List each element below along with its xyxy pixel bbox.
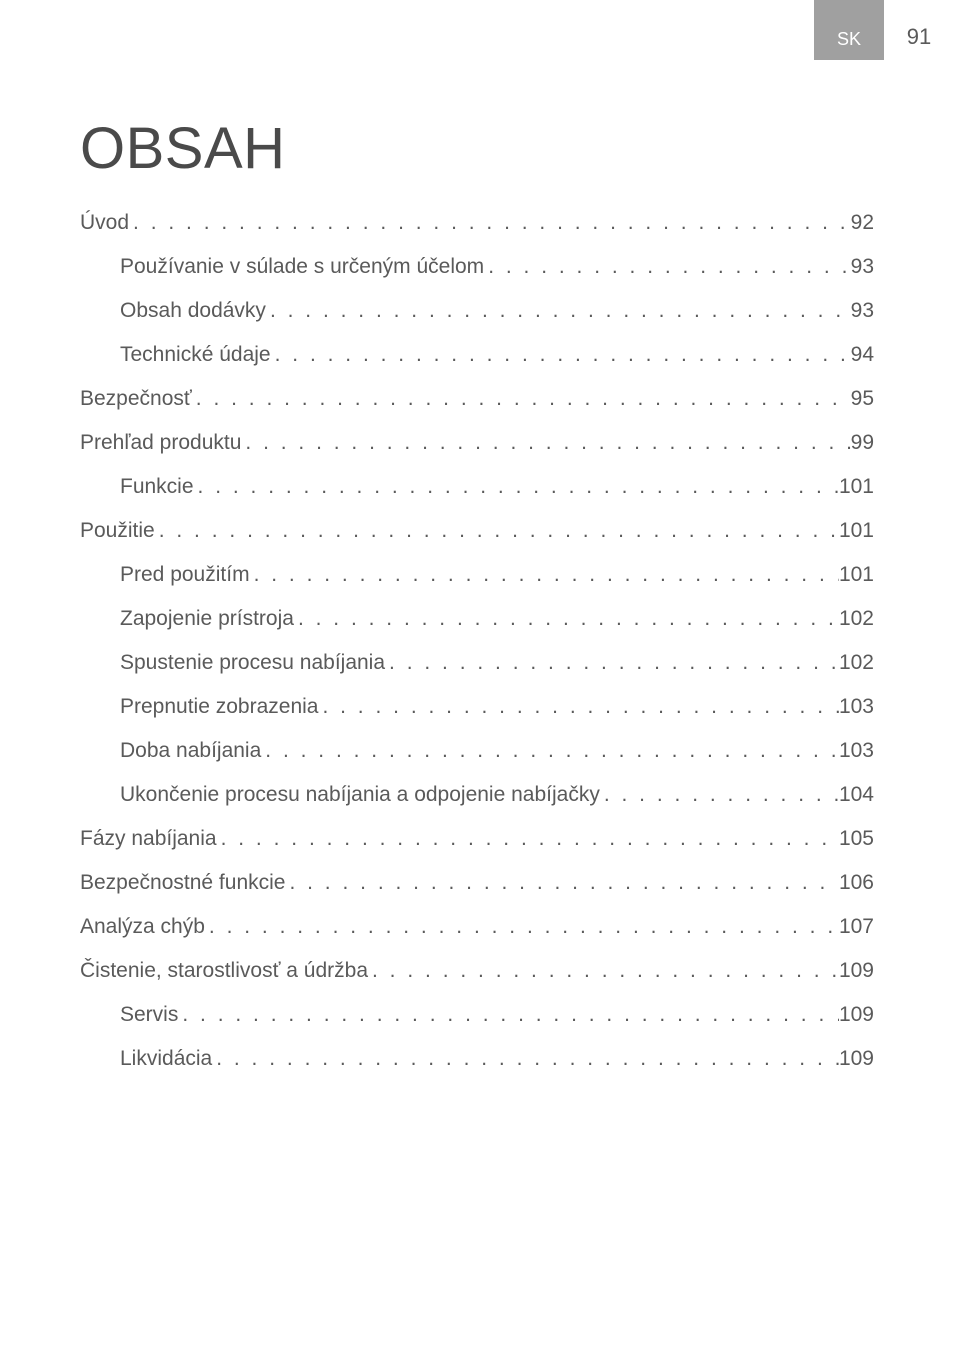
toc-page-number: 104 — [839, 784, 874, 805]
toc-row: Obsah dodávky 93 — [80, 300, 874, 321]
toc-page-number: 106 — [839, 872, 874, 893]
toc-page-number: 101 — [839, 520, 874, 541]
toc-label: Používanie v súlade s určeným účelom — [120, 256, 484, 277]
toc-leader-dots — [385, 652, 839, 673]
toc-leader-dots — [600, 784, 839, 805]
toc-label: Prehľad produktu — [80, 432, 241, 453]
toc-page-number: 102 — [839, 652, 874, 673]
toc-row: Prepnutie zobrazenia 103 — [80, 696, 874, 717]
toc-page-number: 94 — [851, 344, 874, 365]
toc-row: Čistenie, starostlivosť a údržba 109 — [80, 960, 874, 981]
toc-leader-dots — [155, 520, 839, 541]
toc-page-number: 102 — [839, 608, 874, 629]
toc-leader-dots — [205, 916, 839, 937]
toc-page-number: 109 — [839, 1004, 874, 1025]
toc-leader-dots — [294, 608, 839, 629]
toc-label: Fázy nabíjania — [80, 828, 217, 849]
toc-leader-dots — [368, 960, 839, 981]
toc-leader-dots — [192, 388, 851, 409]
toc-row: Ukončenie procesu nabíjania a odpojenie … — [80, 784, 874, 805]
page-content: OBSAH Úvod 92 Používanie v súlade s určený… — [0, 0, 954, 1069]
toc-label: Analýza chýb — [80, 916, 205, 937]
toc-page-number: 109 — [839, 1048, 874, 1069]
toc-label: Doba nabíjania — [120, 740, 261, 761]
toc-label: Prepnutie zobrazenia — [120, 696, 318, 717]
toc-row: Doba nabíjania 103 — [80, 740, 874, 761]
page-number: 91 — [907, 24, 931, 50]
toc-label: Použitie — [80, 520, 155, 541]
toc-label: Úvod — [80, 212, 129, 233]
toc-row: Servis 109 — [80, 1004, 874, 1025]
toc-row: Likvidácia 109 — [80, 1048, 874, 1069]
toc-row: Bezpečnosť 95 — [80, 388, 874, 409]
toc-row: Úvod 92 — [80, 212, 874, 233]
toc-label: Zapojenie prístroja — [120, 608, 294, 629]
toc-page-number: 105 — [839, 828, 874, 849]
toc-row: Spustenie procesu nabíjania 102 — [80, 652, 874, 673]
page-number-box: 91 — [884, 0, 954, 60]
toc-page-number: 101 — [839, 476, 874, 497]
toc-row: Fázy nabíjania 105 — [80, 828, 874, 849]
toc-row: Pred použitím 101 — [80, 564, 874, 585]
toc-leader-dots — [129, 212, 851, 233]
toc-page-number: 93 — [851, 300, 874, 321]
toc-label: Ukončenie procesu nabíjania a odpojenie … — [120, 784, 600, 805]
toc-page-number: 93 — [851, 256, 874, 277]
header-bar: SK 91 — [814, 0, 954, 60]
toc-label: Technické údaje — [120, 344, 271, 365]
toc-label: Pred použitím — [120, 564, 250, 585]
toc-page-number: 103 — [839, 696, 874, 717]
toc-label: Likvidácia — [120, 1048, 212, 1069]
toc-leader-dots — [217, 828, 839, 849]
toc-page-number: 101 — [839, 564, 874, 585]
toc-leader-dots — [241, 432, 850, 453]
toc-leader-dots — [194, 476, 839, 497]
toc-leader-dots — [318, 696, 838, 717]
toc-label: Obsah dodávky — [120, 300, 266, 321]
toc-page-number: 109 — [839, 960, 874, 981]
toc-row: Analýza chýb 107 — [80, 916, 874, 937]
toc-row: Používanie v súlade s určeným účelom 93 — [80, 256, 874, 277]
toc-leader-dots — [250, 564, 839, 585]
toc-row: Bezpečnostné funkcie 106 — [80, 872, 874, 893]
toc-leader-dots — [484, 256, 850, 277]
language-badge: SK — [814, 0, 884, 60]
toc-page-number: 95 — [851, 388, 874, 409]
toc-label: Bezpečnosť — [80, 388, 192, 409]
language-label: SK — [837, 29, 861, 50]
toc-page-number: 92 — [851, 212, 874, 233]
toc-leader-dots — [212, 1048, 839, 1069]
toc-leader-dots — [285, 872, 838, 893]
toc-row: Technické údaje 94 — [80, 344, 874, 365]
toc-label: Bezpečnostné funkcie — [80, 872, 285, 893]
toc-page-number: 99 — [851, 432, 874, 453]
toc-label: Čistenie, starostlivosť a údržba — [80, 960, 368, 981]
toc-page-number: 103 — [839, 740, 874, 761]
toc-leader-dots — [178, 1004, 839, 1025]
toc-page-number: 107 — [839, 916, 874, 937]
toc-leader-dots — [271, 344, 851, 365]
toc-leader-dots — [266, 300, 851, 321]
toc-leader-dots — [261, 740, 839, 761]
toc-row: Prehľad produktu 99 — [80, 432, 874, 453]
toc-row: Použitie 101 — [80, 520, 874, 541]
toc-row: Funkcie 101 — [80, 476, 874, 497]
table-of-contents: Úvod 92 Používanie v súlade s určeným účel… — [80, 212, 874, 1069]
page-title: OBSAH — [80, 115, 874, 182]
toc-label: Spustenie procesu nabíjania — [120, 652, 385, 673]
toc-label: Servis — [120, 1004, 178, 1025]
toc-label: Funkcie — [120, 476, 194, 497]
toc-row: Zapojenie prístroja 102 — [80, 608, 874, 629]
